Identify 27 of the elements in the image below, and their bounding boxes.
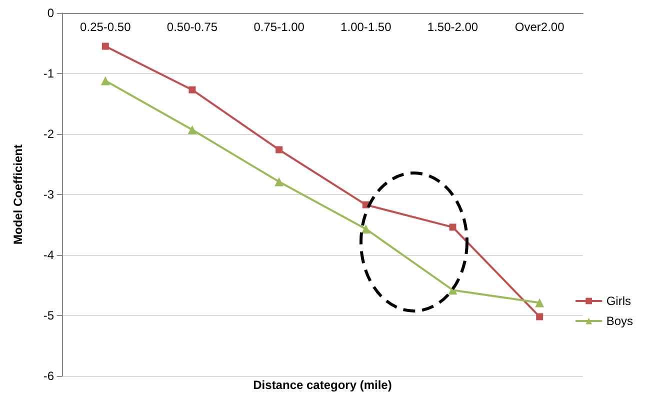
x-axis-title: Distance category (mile) [253, 378, 392, 392]
x-tick-label: 1.00-1.50 [340, 20, 392, 34]
point [100, 76, 110, 86]
y-axis-title: Model Coefficient [11, 144, 25, 245]
x-tick-label: 0.75-1.00 [254, 20, 305, 34]
point [274, 177, 284, 186]
y-tick-label: -5 [43, 308, 54, 322]
point [361, 224, 370, 234]
point [535, 298, 544, 308]
point [276, 146, 283, 154]
y-tick-label: -1 [43, 66, 54, 80]
y-tick-label: -3 [43, 188, 54, 202]
x-tick-label: 0.50-0.75 [166, 20, 218, 34]
y-tick-label: 0 [47, 6, 54, 20]
point [188, 125, 197, 134]
x-tick-label: 0.25-0.50 [80, 20, 132, 34]
y-tick-label: -4 [43, 248, 54, 262]
y-tick-label: -6 [43, 369, 54, 383]
point [536, 313, 544, 320]
x-tick-label: Over2.00 [514, 20, 565, 34]
y-tick-label: -2 [43, 127, 54, 141]
x-tick-label: 1.50-2.00 [427, 20, 478, 34]
point [449, 224, 456, 231]
point [102, 42, 109, 50]
point [188, 86, 196, 94]
legend-label: Boys [606, 314, 634, 328]
legend-label: Girls [606, 294, 631, 308]
